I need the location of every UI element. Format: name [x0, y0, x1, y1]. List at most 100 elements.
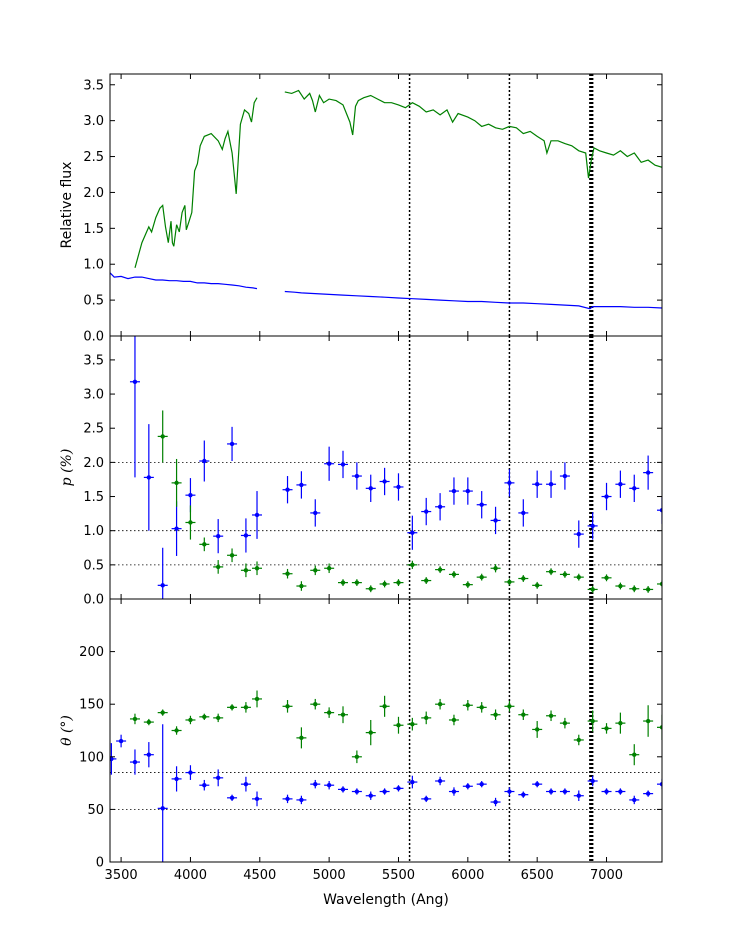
data-point	[382, 789, 387, 794]
data-point	[576, 737, 581, 743]
data-point	[548, 713, 554, 718]
data-point	[146, 719, 152, 725]
data-point	[285, 571, 290, 576]
data-point	[618, 583, 623, 589]
y-tick-label: 1.0	[83, 258, 104, 273]
data-point	[299, 797, 304, 803]
data-point	[313, 781, 318, 787]
x-tick-label: 5000	[313, 868, 346, 883]
y-tick-label: 2.5	[83, 422, 104, 437]
data-point	[548, 569, 554, 574]
data-point	[354, 473, 360, 479]
data-point	[326, 566, 332, 571]
data-point	[534, 781, 540, 787]
data-point	[437, 504, 443, 509]
data-point	[424, 509, 429, 514]
data-point	[493, 799, 498, 805]
data-point	[521, 510, 526, 516]
data-point	[604, 789, 609, 794]
data-point	[548, 789, 554, 794]
data-point	[254, 512, 260, 518]
data-point	[243, 781, 249, 787]
angle-panel: 0 50 100 150 200 3500 4000 4500 5000 5500 6000 6500…	[59, 598, 663, 883]
data-point	[437, 567, 443, 572]
data-point	[110, 756, 114, 762]
data-point	[229, 441, 235, 447]
data-point	[243, 533, 249, 538]
x-axis-label: Wavelength (Ang)	[323, 892, 449, 908]
data-point	[590, 523, 595, 529]
y-tick-label: 1.5	[83, 490, 104, 505]
data-point	[632, 486, 637, 491]
data-point	[118, 738, 124, 744]
data-point	[202, 458, 207, 464]
x-tick-label: 6000	[451, 868, 484, 883]
data-point	[645, 587, 651, 592]
data-point	[632, 586, 637, 591]
data-point	[410, 721, 415, 727]
data-point	[604, 494, 609, 499]
data-point	[548, 482, 554, 487]
data-point	[285, 796, 290, 802]
data-point	[160, 710, 165, 715]
data-point	[215, 564, 221, 570]
data-point	[254, 566, 260, 571]
y-tick-label: 3.0	[83, 114, 104, 129]
series-line-1	[110, 272, 662, 310]
data-point	[604, 726, 609, 731]
data-point	[493, 518, 498, 523]
data-point	[618, 482, 623, 487]
y-tick-label: 1.5	[83, 222, 104, 237]
data-point	[451, 572, 457, 577]
y-tick-label: 50	[87, 803, 104, 818]
data-point	[521, 712, 526, 717]
data-point	[188, 770, 193, 775]
data-point	[299, 735, 304, 741]
data-point	[174, 776, 179, 782]
y-axis-label: p (%)	[59, 449, 75, 487]
y-tick-label: 0	[96, 856, 104, 871]
data-point	[576, 574, 581, 580]
data-point	[340, 787, 346, 792]
data-point	[174, 728, 179, 733]
series-line-0	[134, 89, 662, 268]
y-tick-label: 0.5	[83, 558, 104, 573]
data-point	[465, 582, 471, 587]
data-point	[299, 583, 304, 589]
plot-area	[110, 599, 662, 862]
data-point	[521, 576, 526, 581]
data-point	[340, 462, 346, 467]
data-point	[326, 461, 332, 466]
data-point	[659, 725, 662, 730]
data-point	[437, 778, 443, 784]
data-point	[188, 520, 193, 525]
data-point	[215, 533, 221, 539]
y-tick-label: 3.0	[83, 388, 104, 403]
data-point	[479, 502, 484, 507]
data-point	[507, 579, 512, 585]
data-point	[382, 704, 387, 709]
x-tick-label: 6500	[521, 868, 554, 883]
data-point	[645, 718, 651, 724]
y-tick-label: 0.5	[83, 294, 104, 309]
data-point	[243, 568, 249, 573]
y-tick-label: 3.5	[83, 78, 104, 93]
data-point	[229, 553, 235, 558]
data-point	[202, 714, 207, 720]
data-point	[382, 479, 387, 484]
x-tick-label: 4000	[174, 868, 207, 883]
data-point	[243, 705, 249, 710]
data-point	[229, 705, 235, 710]
y-tick-label: 0.0	[83, 330, 104, 345]
data-point	[479, 781, 484, 787]
data-point	[396, 580, 401, 585]
x-tick-label: 3500	[105, 868, 138, 883]
data-point	[576, 793, 581, 798]
data-point	[174, 480, 179, 486]
flux-panel: 0.0 0.5 1.0 1.5 2.0 2.5 3.0 3.5 Relative flux	[59, 73, 663, 345]
y-axis-label: Relative flux	[59, 162, 75, 249]
data-point	[132, 716, 138, 722]
data-point	[313, 510, 318, 516]
y-axis-label: θ (°)	[59, 715, 75, 746]
data-point	[202, 542, 207, 547]
